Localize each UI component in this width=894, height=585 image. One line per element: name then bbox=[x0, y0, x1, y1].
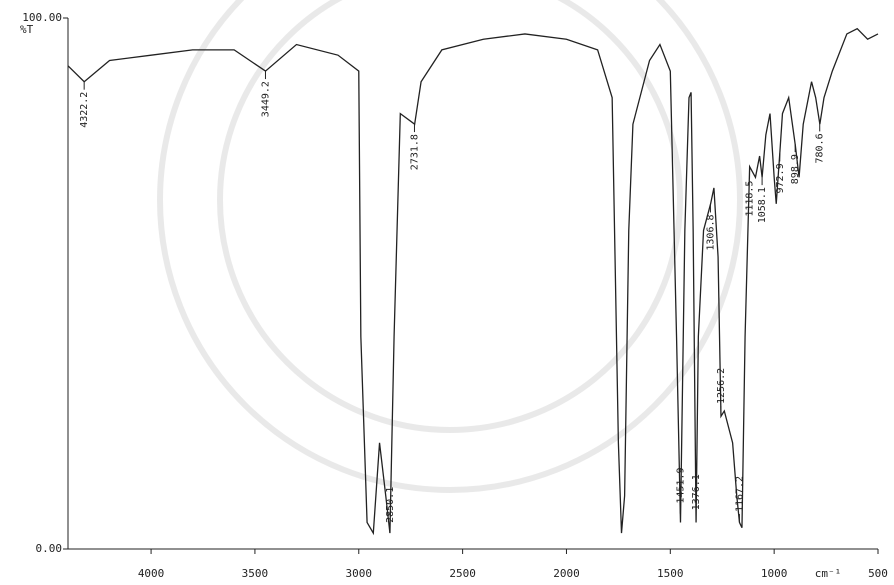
peak-label: 1376.1 bbox=[691, 474, 702, 510]
peak-label: 1306.8 bbox=[705, 214, 716, 250]
x-tick-label: 2000 bbox=[553, 567, 580, 580]
spectrum-line bbox=[68, 29, 878, 533]
y-tick-label: 100.00 bbox=[22, 11, 62, 24]
x-tick-label: 500 bbox=[868, 567, 888, 580]
x-tick-label: 3000 bbox=[346, 567, 373, 580]
x-unit-label: cm⁻¹ bbox=[815, 567, 842, 580]
peak-label: 1451.9 bbox=[675, 468, 686, 504]
y-tick-label: 0.00 bbox=[36, 542, 63, 555]
peak-label: 4322.2 bbox=[79, 92, 90, 128]
x-tick-label: 1000 bbox=[761, 567, 788, 580]
chart: %T cm⁻¹ 0.00 100.00 4000 3500 3000 2500 2000 15… bbox=[0, 0, 894, 585]
y-unit-label: %T bbox=[20, 23, 34, 36]
peak-label: 2850.1 bbox=[385, 487, 396, 523]
peak-label: 1118.5 bbox=[745, 181, 756, 217]
peak-label: 780.6 bbox=[815, 133, 826, 163]
x-tick-label: 2500 bbox=[449, 567, 476, 580]
watermark bbox=[160, 0, 740, 490]
peak-label: 1167.2 bbox=[734, 476, 745, 512]
peak-label: 3449.2 bbox=[260, 81, 271, 117]
x-tick-label: 3500 bbox=[242, 567, 269, 580]
x-tick-label: 4000 bbox=[138, 567, 165, 580]
peak-label: 1256.2 bbox=[716, 368, 727, 404]
peak-label: 972.9 bbox=[775, 163, 786, 193]
peak-label: 1058.1 bbox=[757, 187, 768, 223]
peak-label: 898.9 bbox=[790, 154, 801, 184]
peak-label: 2731.8 bbox=[409, 134, 420, 170]
x-tick-label: 1500 bbox=[657, 567, 684, 580]
